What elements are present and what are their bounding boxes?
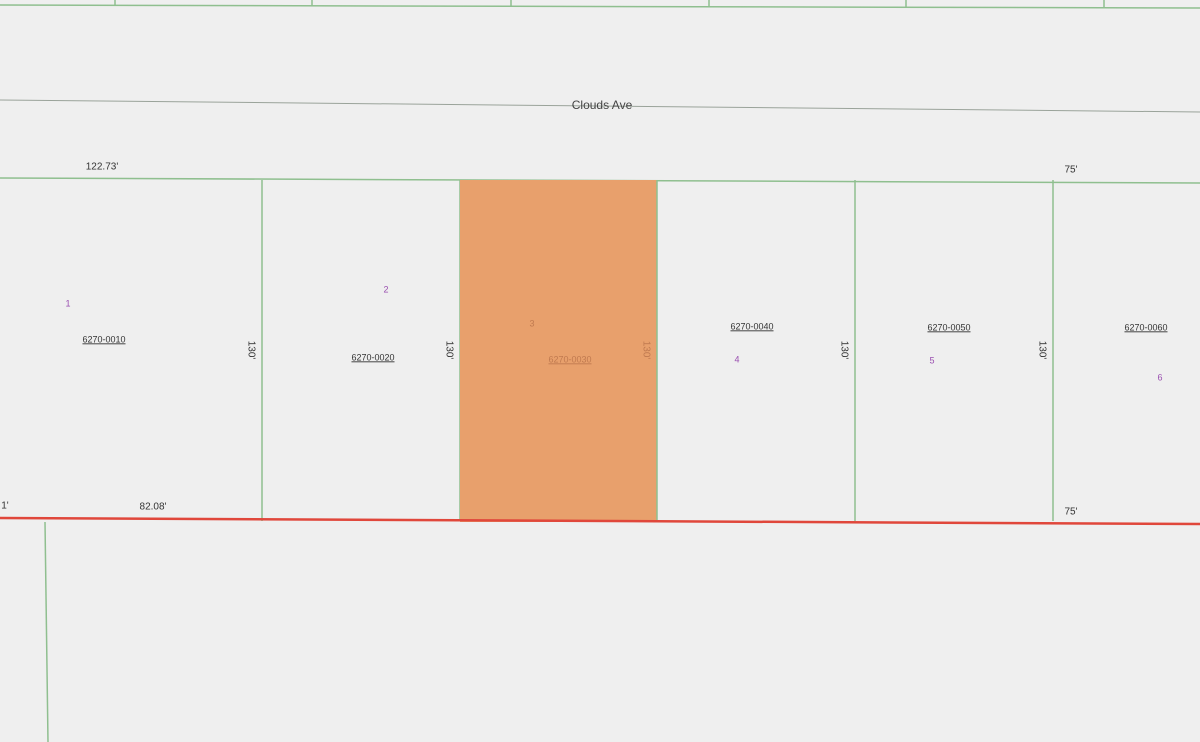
street-centerline: [0, 99, 1200, 113]
top-ticks: [114, 0, 1105, 8]
dimension-label: 75': [1064, 165, 1077, 176]
boundary-line: [0, 516, 1200, 526]
depth-label: 130': [1036, 341, 1047, 360]
parcel-id: 6270-0050: [927, 322, 970, 332]
selected-parcel: [460, 180, 657, 522]
parcel-id: 6270-0010: [82, 334, 125, 344]
parcel-line: [0, 4, 1200, 9]
parcel-id: 6270-0060: [1124, 322, 1167, 332]
parcel-id: 6270-0040: [730, 321, 773, 331]
lot-number: 2: [383, 284, 388, 294]
lot-number: 5: [929, 355, 934, 365]
lot-number: 6: [1157, 372, 1162, 382]
dimension-label: 1': [1, 501, 9, 512]
dimension-label: 122.73': [86, 162, 119, 173]
parcel-line: [44, 521, 49, 742]
dimension-label: 82.08': [140, 502, 167, 513]
lot-number: 3: [529, 318, 534, 328]
parcel-id: 6270-0030: [548, 354, 591, 364]
lot-number: 1: [65, 298, 70, 308]
street-name: Clouds Ave: [572, 98, 633, 112]
depth-label: 130': [838, 341, 849, 360]
depth-label: 130': [443, 341, 454, 360]
parcel-id: 6270-0020: [351, 352, 394, 362]
dimension-label: 75': [1064, 507, 1077, 518]
parcels: 1 6270-0010 130' 2 6270-0020 130' 3 6270-0030 13…: [65, 180, 1168, 522]
depth-label: 130': [245, 341, 256, 360]
lot-number: 4: [734, 354, 739, 364]
depth-label: 130': [640, 341, 651, 360]
